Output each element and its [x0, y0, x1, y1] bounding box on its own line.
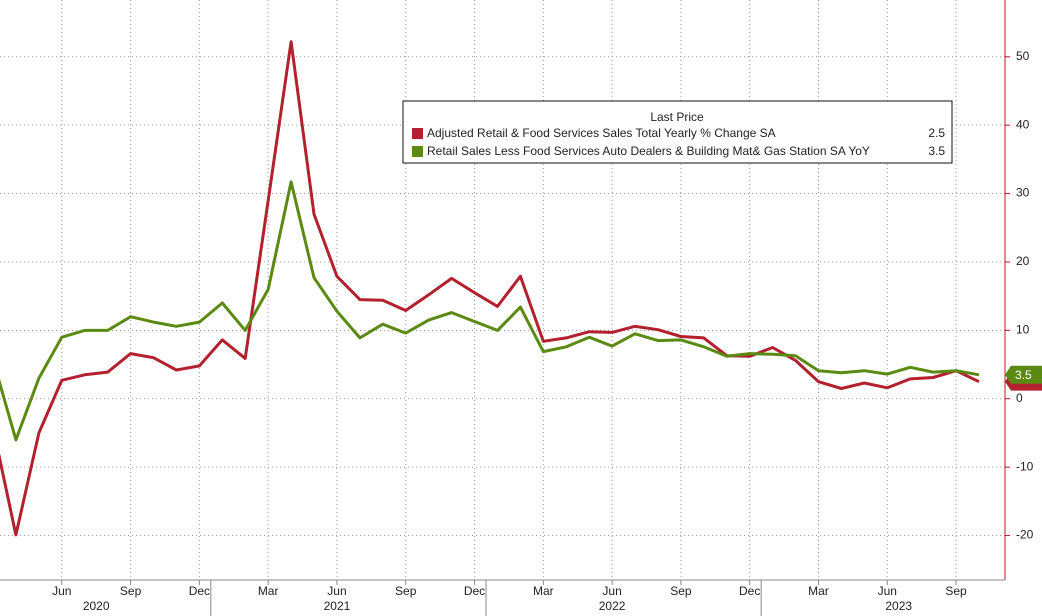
- legend-value: 2.5: [928, 126, 945, 140]
- x-tick-label: Dec: [739, 584, 760, 598]
- x-tick-label: Dec: [464, 584, 485, 598]
- x-tick-label: Mar: [808, 584, 829, 598]
- grid: [0, 0, 1005, 580]
- year-label: 2023: [885, 599, 912, 613]
- x-tick-label: Jun: [52, 584, 71, 598]
- y-tick-label: 40: [1016, 117, 1030, 131]
- legend-value: 3.5: [928, 144, 945, 158]
- tag-label: 3.5: [1015, 368, 1032, 382]
- series-line: [0, 180, 980, 442]
- y-tick-label: -10: [1016, 459, 1034, 473]
- x-tick-label: Jun: [602, 584, 621, 598]
- year-label: 2022: [599, 599, 626, 613]
- x-tick-label: Sep: [670, 584, 692, 598]
- x-tick-label: Mar: [533, 584, 554, 598]
- y-tick-label: 10: [1016, 323, 1030, 337]
- x-tick-label: Dec: [189, 584, 210, 598]
- y-tick-label: -20: [1016, 528, 1034, 542]
- legend-box: [402, 100, 953, 164]
- legend-swatch: [412, 146, 423, 157]
- x-tick-label: Sep: [120, 584, 142, 598]
- x-tick-label: Jun: [327, 584, 346, 598]
- plot-area: [0, 40, 980, 537]
- y-tick-label: 30: [1016, 186, 1030, 200]
- x-tick-label: Sep: [395, 584, 417, 598]
- legend-label: Adjusted Retail & Food Services Sales To…: [427, 126, 776, 140]
- x-tick-label: Sep: [945, 584, 967, 598]
- series-line: [0, 40, 980, 537]
- y-tick-label: 0: [1016, 391, 1023, 405]
- legend-label: Retail Sales Less Food Services Auto Dea…: [427, 144, 870, 158]
- y-tick-label: 50: [1016, 49, 1030, 63]
- year-label: 2021: [324, 599, 351, 613]
- tag-shape: [1005, 365, 1042, 384]
- x-tick-label: Mar: [258, 584, 279, 598]
- year-label: 2020: [83, 599, 110, 613]
- last-value-tag: 3.5: [1005, 365, 1042, 384]
- legend-swatch: [412, 128, 423, 139]
- y-tick-label: 20: [1016, 254, 1030, 268]
- x-tick-label: Jun: [878, 584, 897, 598]
- legend-title: Last Price: [650, 110, 704, 124]
- legend: Last Price Adjusted Retail & Food Servic…: [402, 100, 953, 164]
